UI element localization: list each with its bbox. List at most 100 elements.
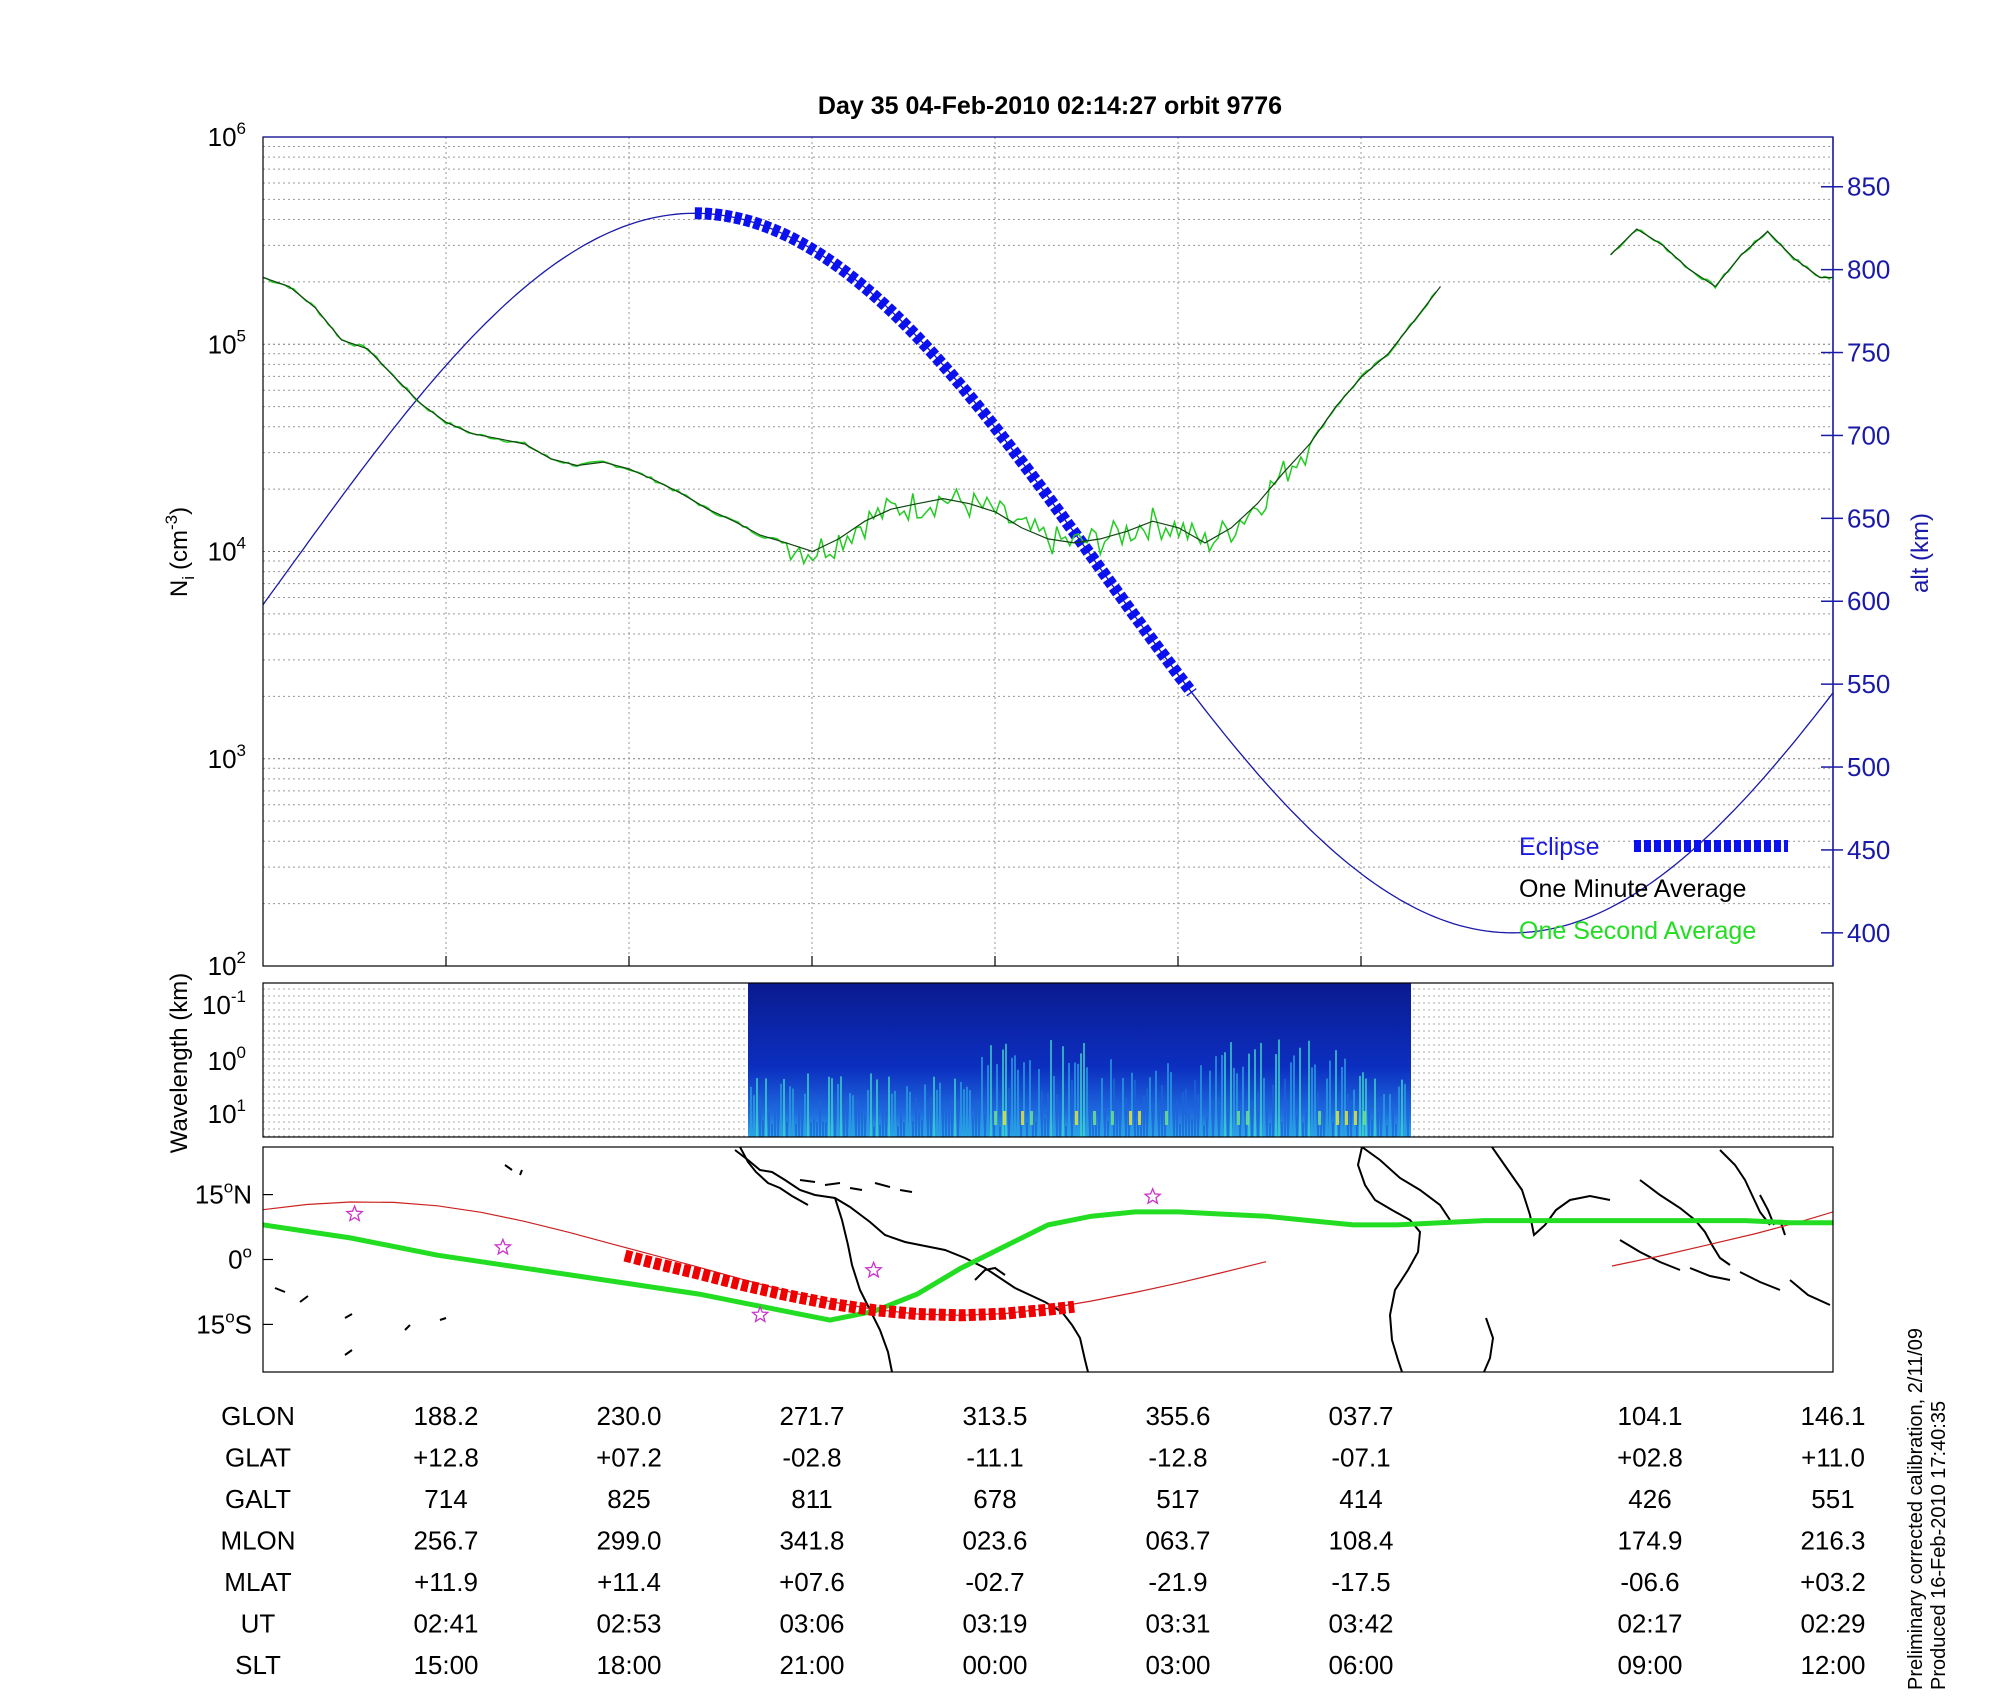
spec-streak xyxy=(1395,1123,1397,1137)
ytick-base: 10 xyxy=(208,537,237,567)
spec-streak xyxy=(1188,1113,1190,1137)
spec-streak xyxy=(1053,1075,1055,1137)
y2tick-label: 800 xyxy=(1847,255,1890,285)
table-cell: 551 xyxy=(1811,1484,1854,1514)
table-cell: 02:41 xyxy=(413,1609,478,1639)
table-cell: +11.0 xyxy=(1801,1443,1865,1473)
spec-streak xyxy=(1170,1072,1172,1137)
ytick-label: 104 xyxy=(208,534,246,567)
table-cell: +03.2 xyxy=(1800,1567,1866,1597)
spec-streak xyxy=(792,1088,794,1137)
wavelength-ylabel: Wavelength (km) xyxy=(166,973,193,1154)
table-cell: 517 xyxy=(1156,1484,1199,1514)
spec-streak xyxy=(1065,1126,1067,1137)
spec-streak xyxy=(993,1114,995,1137)
spec-hotspot xyxy=(1336,1111,1339,1125)
spec-streak xyxy=(1080,1053,1082,1137)
spec-streak xyxy=(1110,1059,1112,1137)
spec-streak xyxy=(972,1116,974,1137)
spec-streak xyxy=(1365,1078,1367,1137)
spec-streak xyxy=(927,1102,929,1137)
star-marker xyxy=(345,1204,364,1222)
spec-streak xyxy=(1386,1125,1388,1137)
table-cell: -17.5 xyxy=(1331,1567,1390,1597)
spec-streak xyxy=(780,1083,782,1137)
table-cell: 037.7 xyxy=(1328,1401,1393,1431)
ytick-label: 106 xyxy=(208,119,246,152)
spec-streak xyxy=(969,1090,971,1137)
table-cell: 023.6 xyxy=(962,1526,1027,1556)
legend-second-label: One Second Average xyxy=(1519,917,1756,945)
spec-streak xyxy=(1218,1098,1220,1137)
spec-streak xyxy=(1281,1121,1283,1137)
spec-streak xyxy=(1314,1064,1316,1137)
table-cell: 426 xyxy=(1628,1484,1671,1514)
y2tick-label: 650 xyxy=(1847,503,1890,533)
spec-streak xyxy=(1077,1063,1079,1137)
spec-streak xyxy=(1398,1086,1400,1137)
spec-streak xyxy=(804,1093,806,1137)
spec-streak xyxy=(831,1078,833,1137)
spec-streak xyxy=(921,1120,923,1137)
spec-streak xyxy=(981,1056,983,1137)
spec-streak xyxy=(924,1084,926,1137)
spec-streak xyxy=(1368,1105,1370,1137)
spec-streak xyxy=(1047,1092,1049,1137)
coast-caribbean xyxy=(799,1179,913,1193)
coast-indonesia xyxy=(1619,1239,1831,1306)
spec-streak xyxy=(960,1081,962,1137)
table-cell: 12:00 xyxy=(1800,1650,1865,1680)
coast-east-asia xyxy=(1719,1149,1771,1226)
spec-streak xyxy=(918,1113,920,1137)
spec-streak xyxy=(1209,1070,1211,1137)
table-cell: 256.7 xyxy=(413,1526,478,1556)
spec-ytick-base: 10 xyxy=(208,1046,237,1076)
spec-hotspot xyxy=(1021,1111,1024,1125)
spec-streak xyxy=(828,1076,830,1137)
spec-streak xyxy=(996,1064,998,1137)
table-row-label: GALT xyxy=(225,1484,291,1514)
coast-africa-east xyxy=(1361,1147,1451,1221)
table-cell: 03:06 xyxy=(779,1609,844,1639)
spec-ytick-exponent: -1 xyxy=(231,987,246,1006)
y2tick-label: 600 xyxy=(1847,586,1890,616)
spec-hotspot xyxy=(1363,1111,1366,1125)
table-cell: 18:00 xyxy=(596,1650,661,1680)
spec-streak xyxy=(1230,1042,1232,1137)
spec-streak xyxy=(963,1089,965,1137)
legend-minute-label: One Minute Average xyxy=(1519,875,1746,903)
spec-ytick-label: 101 xyxy=(208,1096,246,1129)
spec-streak xyxy=(1026,1122,1028,1137)
spec-streak xyxy=(1299,1047,1301,1137)
spec-streak xyxy=(1254,1049,1256,1137)
spec-streak xyxy=(1038,1069,1040,1137)
map-ytick-deg: 15 xyxy=(196,1309,225,1339)
spec-streak xyxy=(954,1078,956,1137)
spec-streak xyxy=(1392,1102,1394,1137)
table-cell: 03:31 xyxy=(1145,1609,1210,1639)
spec-streak xyxy=(768,1113,770,1137)
spec-streak xyxy=(771,1124,773,1137)
spec-streak xyxy=(1104,1111,1106,1137)
spec-streak xyxy=(966,1086,968,1137)
table-cell: 03:19 xyxy=(962,1609,1027,1639)
spec-streak xyxy=(1107,1120,1109,1137)
spec-streak xyxy=(1023,1062,1025,1137)
spec-hotspot xyxy=(994,1111,997,1125)
ylabel-subscript: i xyxy=(179,576,198,580)
table-cell: 825 xyxy=(607,1484,650,1514)
coast-central-america xyxy=(739,1147,809,1206)
ytick-exponent: 6 xyxy=(237,119,246,138)
one-second-average-line xyxy=(263,276,1437,566)
spec-streak xyxy=(939,1082,941,1137)
spec-streak xyxy=(933,1076,935,1137)
table-row-label: MLON xyxy=(220,1526,295,1556)
spec-streak xyxy=(867,1089,869,1137)
y2tick-label: 550 xyxy=(1847,669,1890,699)
spec-streak xyxy=(843,1104,845,1137)
spec-streak xyxy=(1275,1054,1277,1137)
spec-streak xyxy=(1149,1077,1151,1137)
spec-streak xyxy=(1131,1072,1133,1137)
table-cell: +11.9 xyxy=(414,1567,478,1597)
